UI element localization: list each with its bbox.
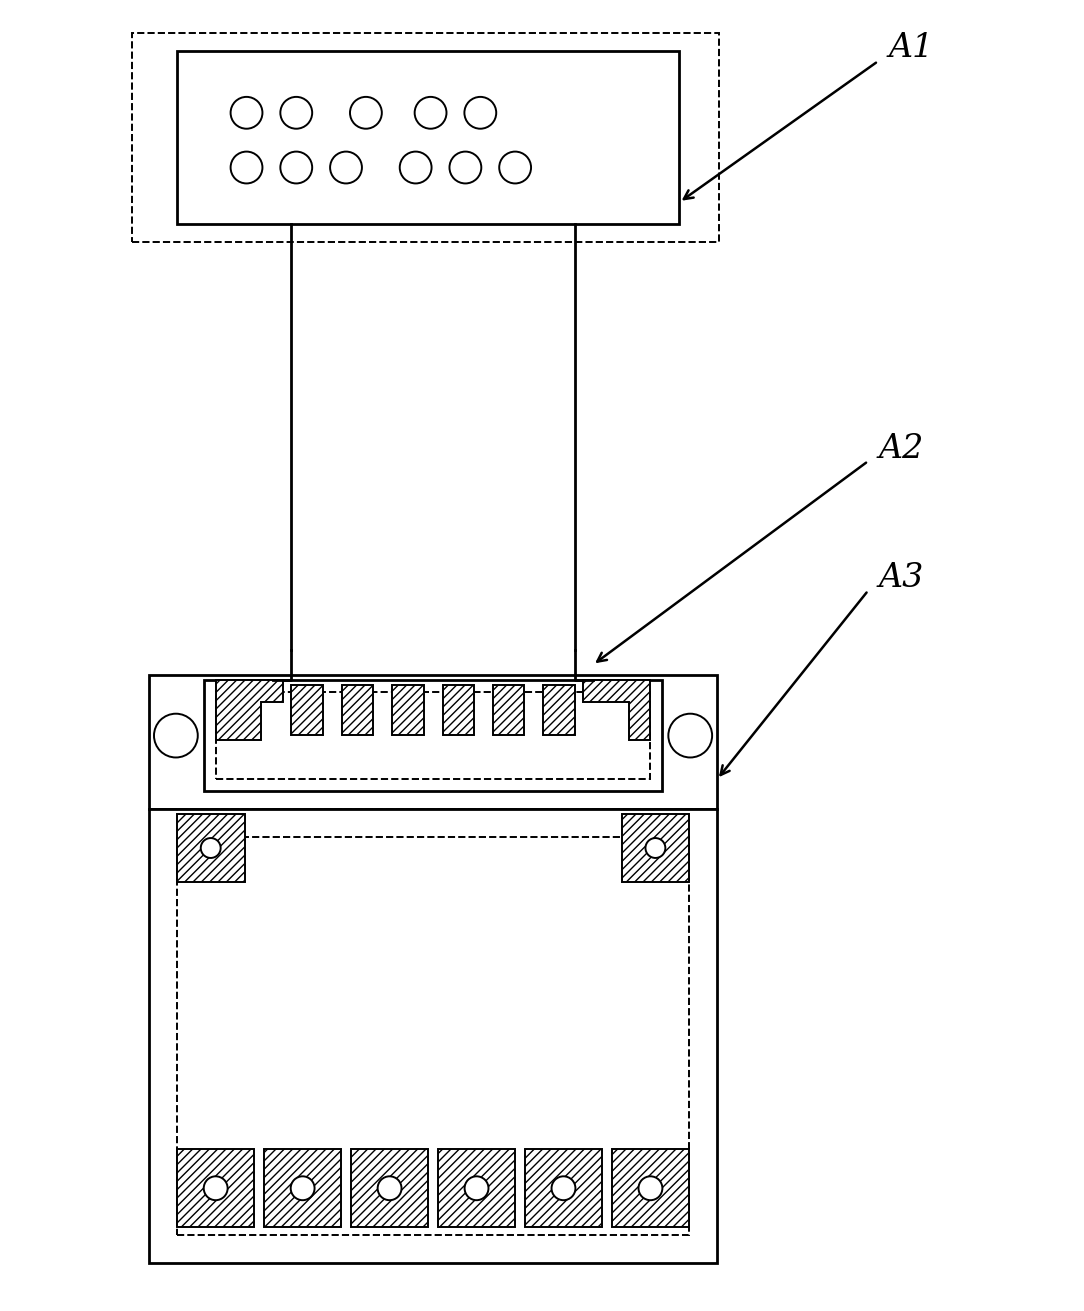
Bar (543, 684, 575, 734)
Bar (341, 684, 373, 734)
Circle shape (377, 1176, 401, 1200)
Bar (525, 1150, 603, 1227)
Circle shape (154, 713, 197, 758)
Circle shape (500, 152, 531, 184)
Polygon shape (583, 680, 650, 739)
Bar (204, 680, 662, 792)
Bar (493, 684, 525, 734)
Circle shape (400, 152, 431, 184)
Bar (132, 33, 719, 243)
Bar (392, 684, 424, 734)
Circle shape (450, 152, 481, 184)
Bar (438, 1150, 515, 1227)
Circle shape (350, 97, 382, 128)
Circle shape (331, 152, 362, 184)
Bar (351, 1150, 428, 1227)
Bar (216, 692, 650, 779)
Circle shape (465, 1176, 489, 1200)
Circle shape (638, 1176, 662, 1200)
Bar (177, 814, 245, 882)
Circle shape (645, 838, 666, 857)
Circle shape (669, 713, 712, 758)
Bar (621, 814, 689, 882)
Bar (177, 51, 680, 224)
Text: A1: A1 (888, 33, 933, 64)
Bar (292, 684, 323, 734)
Bar (149, 675, 718, 809)
Text: A2: A2 (878, 433, 924, 465)
Circle shape (281, 97, 312, 128)
Polygon shape (216, 680, 283, 739)
Circle shape (415, 97, 447, 128)
Circle shape (231, 97, 262, 128)
Text: A3: A3 (878, 562, 924, 594)
Bar (149, 809, 718, 1262)
Circle shape (291, 1176, 314, 1200)
Circle shape (201, 838, 221, 857)
Bar (177, 1150, 255, 1227)
Bar (263, 1150, 341, 1227)
Bar (177, 836, 689, 1235)
Circle shape (552, 1176, 576, 1200)
Circle shape (464, 97, 496, 128)
Circle shape (231, 152, 262, 184)
Bar (611, 1150, 689, 1227)
Circle shape (281, 152, 312, 184)
Bar (442, 684, 474, 734)
Circle shape (204, 1176, 228, 1200)
